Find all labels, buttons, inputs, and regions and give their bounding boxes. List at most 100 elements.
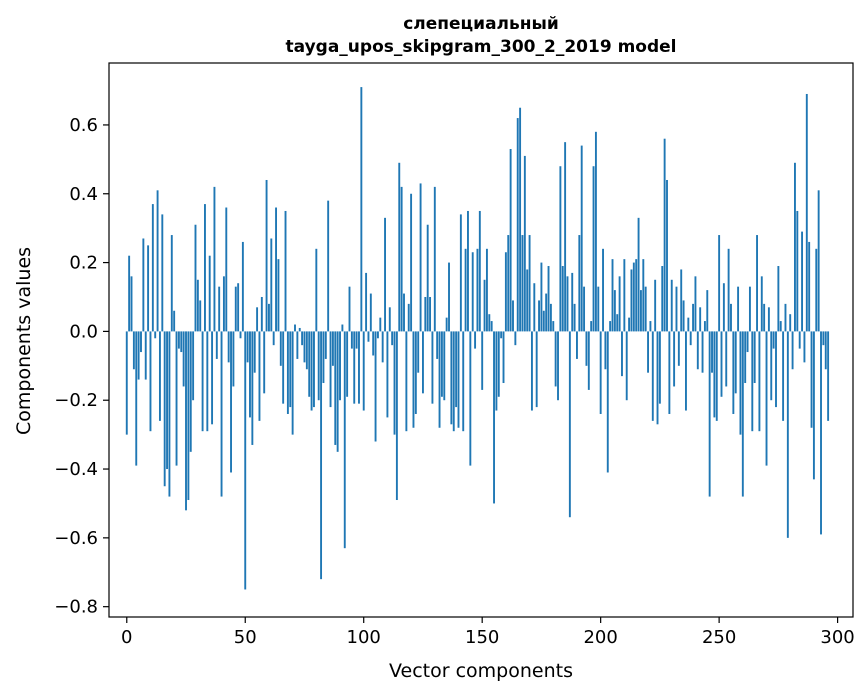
bar-230: [670, 279, 673, 332]
bar-286: [803, 331, 806, 363]
bar-187: [568, 331, 571, 518]
bar-56: [258, 331, 261, 421]
bar-204: [609, 321, 612, 332]
bar-238: [689, 331, 692, 346]
bar-257: [734, 331, 737, 394]
bar-33: [204, 204, 206, 332]
bar-113: [393, 331, 396, 435]
bar-40: [220, 331, 223, 497]
bar-152: [485, 248, 488, 332]
bar-197: [592, 166, 595, 332]
bar-81: [317, 331, 320, 401]
bar-54: [253, 331, 256, 373]
bar-38: [215, 331, 218, 359]
bar-73: [298, 327, 301, 332]
bar-164: [514, 331, 517, 346]
bar-188: [571, 272, 574, 332]
bar-32: [201, 331, 204, 432]
bar-255: [730, 303, 732, 332]
bar-209: [621, 331, 623, 377]
y-axis-label: Components values: [13, 247, 35, 435]
bar-104: [372, 331, 375, 356]
bar-287: [805, 93, 808, 332]
bar-140: [457, 331, 460, 428]
bar-241: [696, 331, 699, 370]
bar-137: [450, 331, 453, 425]
bar-133: [440, 331, 443, 397]
bar-84: [324, 331, 327, 359]
bar-53: [251, 331, 254, 445]
bar-270: [765, 331, 768, 466]
bar-126: [424, 296, 427, 332]
bar-124: [419, 183, 422, 332]
bar-139: [455, 331, 458, 408]
bar-102: [367, 331, 370, 342]
x-tick-label: 200: [583, 627, 617, 648]
bar-59: [265, 179, 268, 332]
bar-277: [782, 331, 785, 421]
bar-203: [606, 331, 609, 473]
bar-283: [796, 210, 799, 332]
bar-80: [315, 248, 318, 332]
bar-62: [272, 331, 275, 346]
bar-292: [817, 190, 820, 332]
bar-125: [422, 331, 424, 394]
bar-103: [369, 293, 372, 332]
bar-217: [639, 290, 642, 332]
bar-215: [635, 259, 638, 332]
bar-236: [685, 331, 687, 411]
bar-5: [137, 331, 140, 380]
bar-21: [175, 331, 178, 466]
bar-165: [516, 118, 519, 332]
bar-252: [722, 283, 725, 332]
bar-239: [692, 303, 695, 332]
bar-259: [739, 331, 742, 435]
bar-76: [305, 331, 308, 370]
bar-3: [132, 331, 135, 370]
bar-208: [618, 276, 621, 332]
bar-296: [827, 331, 830, 421]
bar-44: [230, 331, 232, 473]
bar-219: [644, 286, 647, 332]
bar-111: [388, 307, 391, 332]
bar-212: [628, 317, 631, 332]
bar-64: [277, 259, 280, 332]
bar-279: [786, 331, 789, 538]
bar-9: [147, 245, 150, 332]
bar-75: [303, 331, 306, 363]
bar-98: [358, 331, 360, 404]
bar-243: [701, 331, 704, 373]
bar-69: [289, 331, 292, 408]
bar-206: [613, 290, 616, 332]
bar-183: [559, 166, 562, 332]
bar-143: [464, 248, 467, 332]
bar-34: [206, 331, 209, 432]
bar-58: [263, 331, 266, 394]
bar-92: [343, 331, 346, 549]
bar-68: [286, 331, 289, 414]
bar-65: [279, 331, 282, 366]
bar-276: [779, 321, 782, 332]
bar-96: [353, 331, 356, 404]
bar-29: [194, 224, 197, 332]
bar-112: [391, 331, 394, 346]
x-axis-label: Vector components: [389, 660, 573, 682]
bar-232: [675, 286, 678, 332]
bar-269: [763, 303, 766, 332]
bar-10: [149, 331, 152, 432]
bar-148: [476, 248, 479, 332]
bar-293: [820, 331, 822, 535]
bar-167: [521, 235, 524, 332]
bar-63: [275, 207, 277, 332]
bar-2: [130, 276, 133, 332]
bar-106: [376, 331, 379, 339]
bar-135: [445, 317, 448, 332]
bar-194: [585, 331, 588, 366]
bar-272: [770, 331, 773, 401]
bar-218: [642, 259, 645, 332]
x-tick-label: 100: [347, 627, 381, 648]
bar-121: [412, 331, 415, 428]
bar-134: [443, 331, 446, 401]
bar-107: [379, 317, 382, 332]
bar-141: [459, 214, 462, 332]
